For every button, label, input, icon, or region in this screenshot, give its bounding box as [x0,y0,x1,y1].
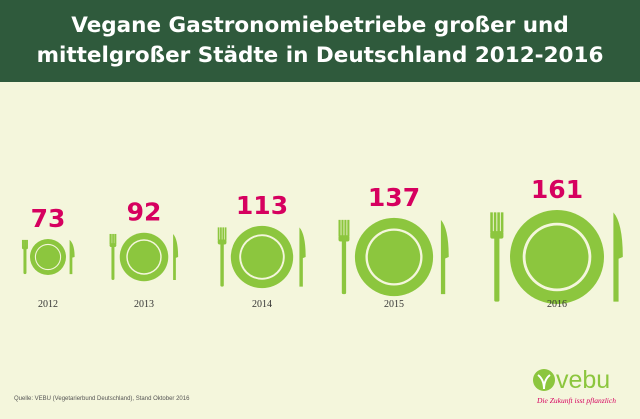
fork-handle [23,247,27,275]
plate-center [35,244,61,270]
fork-tine [24,239,27,248]
fork-tine [224,227,227,241]
fork-handle [494,232,500,302]
fork-tine [217,227,220,241]
year-label: 2016 [547,299,567,310]
title-line-2: mittelgroßer Städte in Deutschland 2012-… [36,43,604,68]
fork-tine [341,219,344,237]
value-label: 161 [531,175,583,204]
plate-chart: 73 2012 92 2013 113 2014 137 2015 161 2016 [21,175,623,310]
plate-center [525,225,589,289]
fork-tine [111,233,113,245]
knife [173,233,179,281]
fork-tine [338,219,341,237]
fork-handle [220,240,224,287]
knife [440,219,449,295]
value-label: 92 [127,198,162,227]
fork-tine [21,239,24,248]
fork-handle [341,236,347,295]
title-line-1: Vegane Gastronomiebetriebe großer und [71,13,569,38]
year-label: 2013 [134,299,154,310]
knife [299,227,306,287]
value-label: 113 [236,191,288,220]
fork-tine [347,219,350,237]
chart-title: Vegane Gastronomiebetriebe großer und mi… [37,11,604,71]
year-label: 2012 [38,299,58,310]
leaf-icon [533,369,555,391]
fork-tine [497,212,500,233]
year-label: 2015 [384,299,404,310]
vebu-logo: vebu Die Zukunft isst pflanzlich [532,366,632,412]
fork-handle [111,244,115,281]
fork-tine [26,239,28,248]
fork-tine [220,227,222,241]
source-note: Quelle: VEBU (Vegetarierbund Deutschland… [14,396,190,402]
fork-tine [222,227,225,241]
year-label: 2014 [252,299,272,310]
fork-tine [114,233,117,245]
fork-tine [23,239,25,248]
title-banner: Vegane Gastronomiebetriebe großer und mi… [0,0,640,82]
value-label: 73 [31,204,66,233]
plate-center [127,240,161,274]
knife [69,239,75,275]
value-label: 137 [368,183,420,212]
fork-tine [344,219,347,237]
fork-tine [109,233,112,245]
fork-tine [490,212,493,233]
logo-wordmark: vebu [556,366,611,394]
fork-tine [493,212,497,233]
fork-tine [500,212,504,233]
plate-center [241,236,283,278]
knife [613,212,623,302]
fork-tine [113,233,115,245]
logo-tagline: Die Zukunft isst pflanzlich [537,396,616,405]
plate-center [367,230,421,284]
